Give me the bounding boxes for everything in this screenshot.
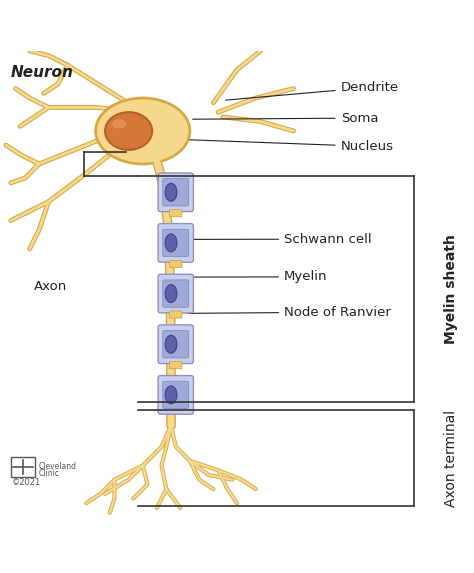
- Ellipse shape: [165, 335, 177, 353]
- Text: ©2021: ©2021: [12, 478, 41, 487]
- FancyBboxPatch shape: [158, 274, 193, 313]
- Text: Myelin sheath: Myelin sheath: [445, 234, 458, 344]
- Text: Axon: Axon: [34, 280, 67, 293]
- Text: Soma: Soma: [192, 112, 378, 124]
- FancyBboxPatch shape: [158, 325, 193, 363]
- FancyBboxPatch shape: [163, 229, 189, 257]
- FancyBboxPatch shape: [163, 280, 189, 307]
- FancyBboxPatch shape: [163, 179, 189, 206]
- Text: Myelin: Myelin: [192, 270, 328, 284]
- Ellipse shape: [165, 386, 177, 404]
- FancyBboxPatch shape: [170, 260, 182, 268]
- FancyBboxPatch shape: [170, 210, 182, 217]
- FancyBboxPatch shape: [158, 223, 193, 262]
- Ellipse shape: [96, 98, 190, 164]
- FancyBboxPatch shape: [158, 375, 193, 414]
- Ellipse shape: [165, 183, 177, 201]
- FancyBboxPatch shape: [158, 173, 193, 211]
- FancyBboxPatch shape: [163, 331, 189, 358]
- FancyBboxPatch shape: [170, 362, 182, 369]
- Ellipse shape: [165, 285, 177, 303]
- FancyBboxPatch shape: [163, 381, 189, 409]
- Ellipse shape: [165, 234, 177, 252]
- Text: Axon terminal: Axon terminal: [445, 410, 458, 507]
- Text: Node of Ranvier: Node of Ranvier: [188, 306, 391, 319]
- FancyBboxPatch shape: [170, 311, 182, 318]
- Text: Clinic: Clinic: [38, 469, 59, 478]
- Ellipse shape: [112, 119, 126, 129]
- Text: Cleveland: Cleveland: [38, 462, 76, 471]
- Text: Neuron: Neuron: [11, 65, 73, 80]
- Text: Nucleus: Nucleus: [146, 138, 394, 153]
- Text: Schwann cell: Schwann cell: [192, 233, 372, 246]
- Text: Dendrite: Dendrite: [226, 81, 399, 100]
- Ellipse shape: [105, 112, 152, 150]
